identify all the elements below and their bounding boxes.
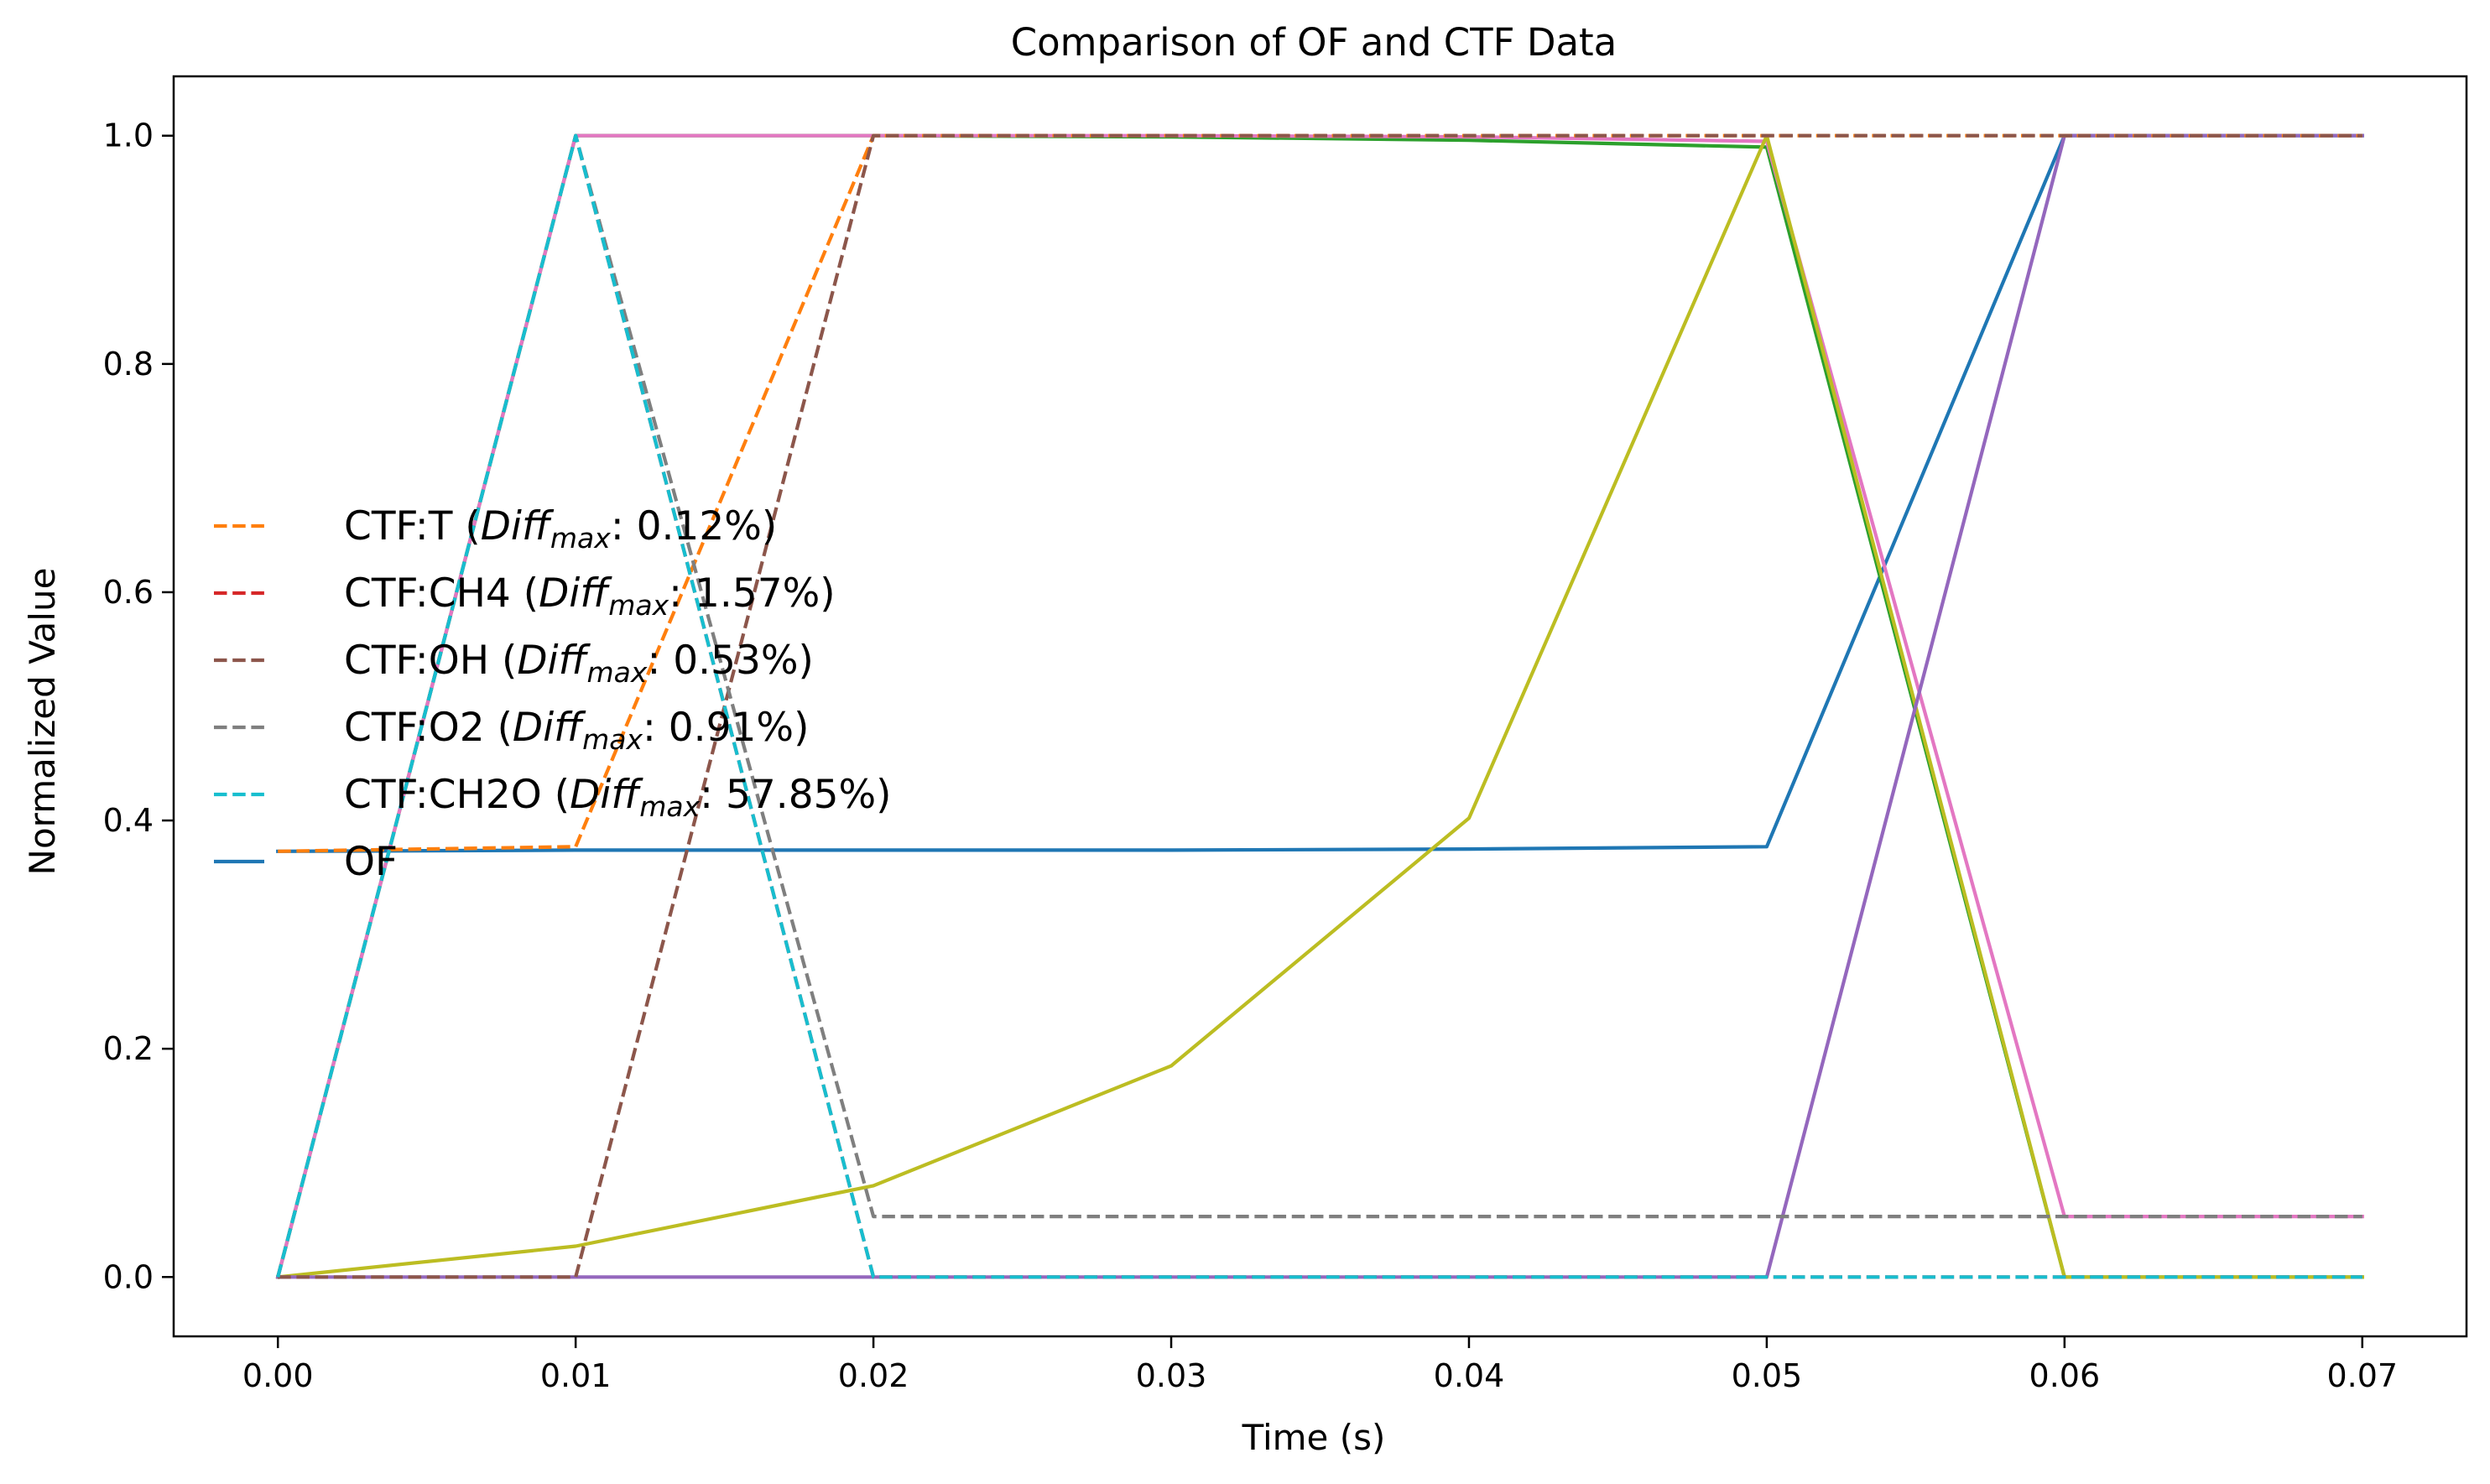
y-tick-label: 0.2 [103, 1030, 154, 1067]
x-tick-label: 0.06 [2029, 1357, 2101, 1394]
series-line-series-4 [276, 133, 2364, 1279]
legend-entry: CTF:T (Diffmax: 0.12%) [344, 503, 777, 555]
x-tick-label: 0.03 [1136, 1357, 1207, 1394]
x-tick-label: 0.01 [540, 1357, 612, 1394]
legend-entry: OF [344, 839, 398, 885]
legend-entry: CTF:OH (Diffmax: 0.53%) [344, 638, 814, 689]
x-tick-label: 0.00 [242, 1357, 314, 1394]
series-line-series-2 [275, 133, 2364, 1279]
y-tick-label: 1.0 [103, 117, 154, 154]
legend-entry: CTF:CH2O (Diffmax: 57.85%) [344, 772, 892, 823]
y-tick-label: 0.8 [103, 346, 154, 383]
x-axis-label: Time (s) [1242, 1417, 1386, 1458]
y-axis-ticks: 0.0 0.2 0.4 0.6 0.8 1.0 [103, 117, 174, 1295]
series-line-series-1 [275, 133, 2364, 1279]
legend: CTF:T (Diffmax: 0.12%) CTF:CH4 (Diffmax: … [214, 503, 892, 885]
x-axis-ticks: 0.00 0.01 0.02 0.03 0.04 0.05 0.06 0.07 [242, 1336, 2398, 1394]
x-tick-label: 0.04 [1434, 1357, 1505, 1394]
x-tick-label: 0.05 [1732, 1357, 1803, 1394]
series-group [275, 133, 2364, 1279]
legend-entry: CTF:O2 (Diffmax: 0.91%) [344, 705, 809, 756]
x-tick-label: 0.07 [2326, 1357, 2398, 1394]
y-tick-label: 0.4 [103, 802, 154, 839]
series-line-ctf-o2 [276, 133, 2362, 1278]
x-tick-label: 0.02 [838, 1357, 909, 1394]
series-line-ctf-ch2o [276, 133, 2362, 1279]
y-tick-label: 0.6 [103, 574, 154, 611]
y-tick-label: 0.0 [103, 1258, 154, 1295]
legend-entry: CTF:CH4 (Diffmax: 1.57%) [344, 570, 836, 622]
series-line-ctf-ch4 [276, 133, 2362, 1279]
chart-title: Comparison of OF and CTF Data [1011, 20, 1617, 65]
series-line-ctf-oh [278, 133, 2362, 1279]
plot-frame [172, 75, 2468, 1338]
series-line-series-3 [275, 133, 2364, 1279]
series-line-of [276, 133, 2364, 853]
y-axis-label: Normalized Value [22, 568, 63, 876]
